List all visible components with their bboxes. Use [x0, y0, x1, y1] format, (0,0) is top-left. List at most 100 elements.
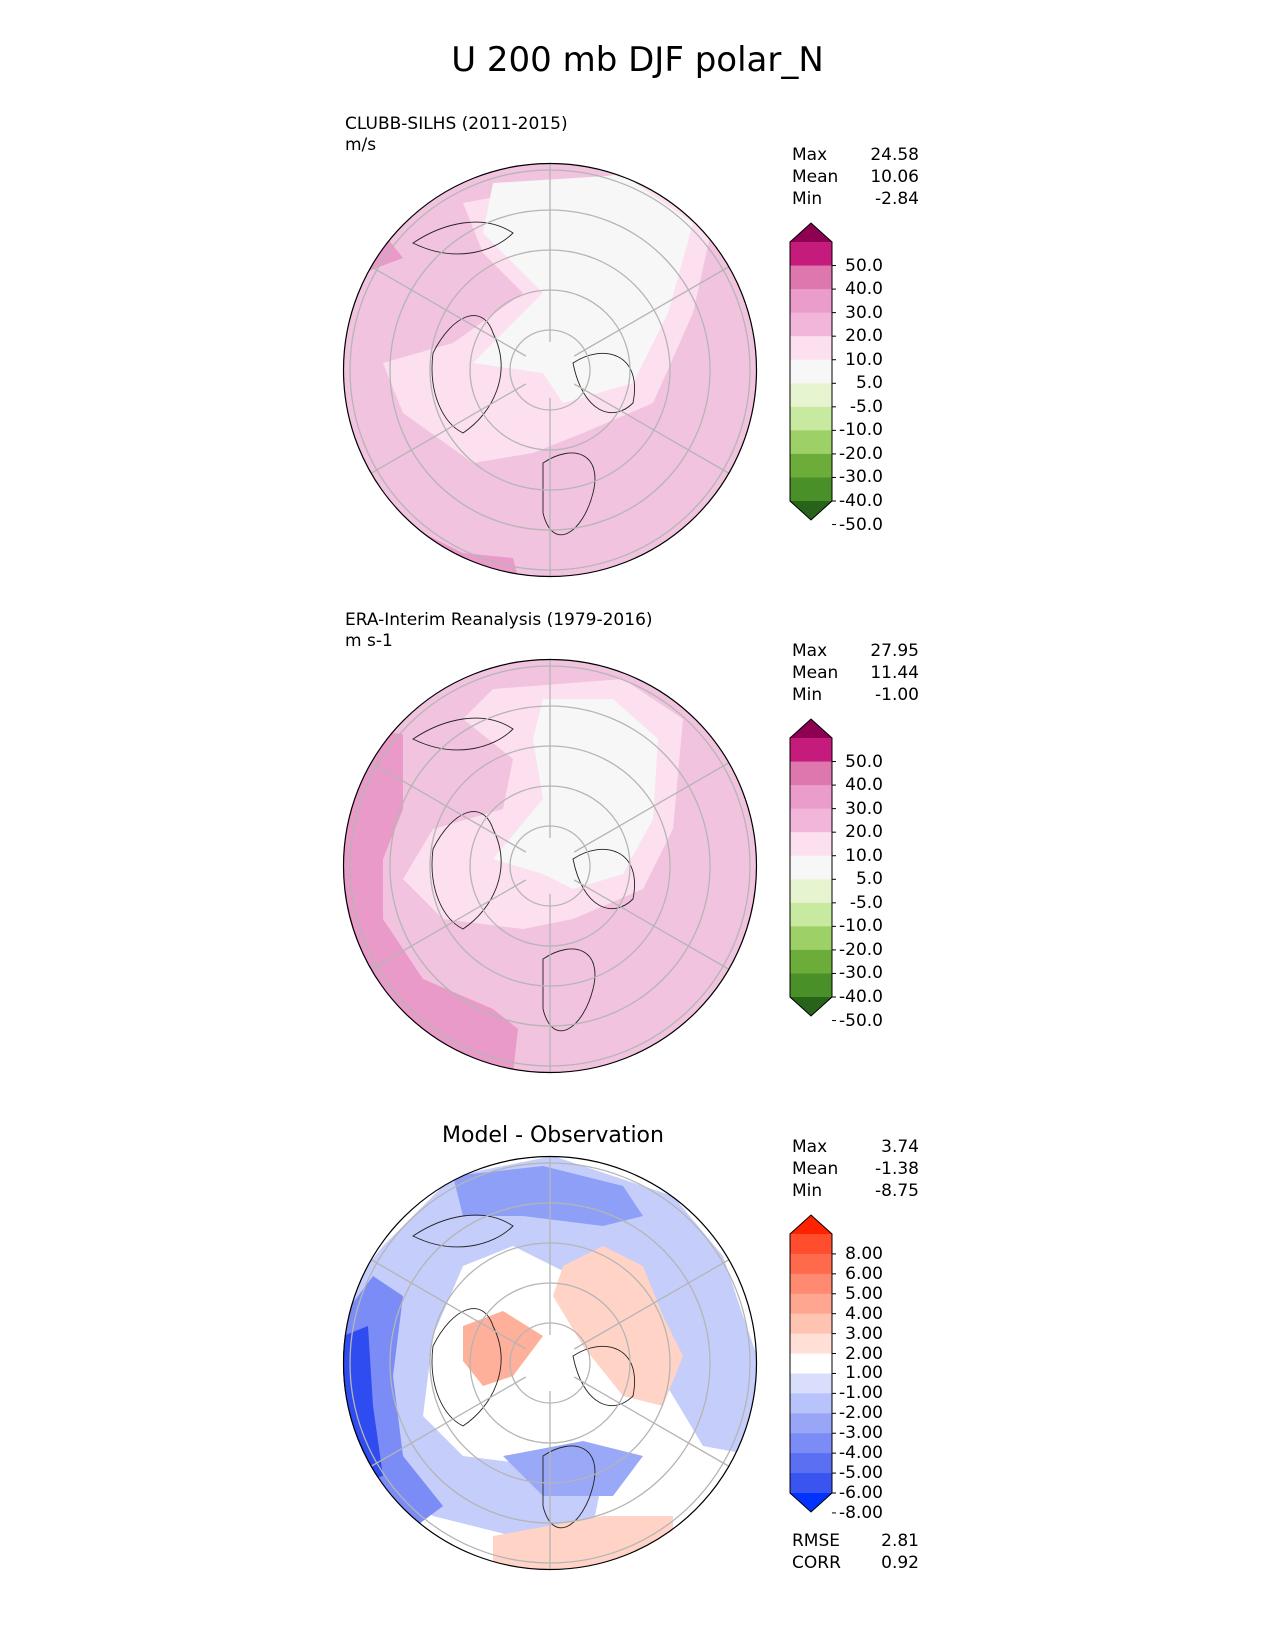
- stat-label: Mean: [792, 663, 839, 683]
- stat-value: 3.74: [881, 1137, 919, 1157]
- colorbar-extend-top: [790, 719, 832, 738]
- colorbar-tick-label: -8.00: [839, 1502, 883, 1523]
- stat-label: Min: [792, 1181, 823, 1201]
- colorbar-tick-label: -3.00: [839, 1423, 883, 1444]
- colorbar-tick-label: -6.00: [839, 1483, 883, 1503]
- panel-3-polar-map: [342, 1155, 758, 1571]
- colorbar-swatch: [790, 289, 832, 314]
- colorbar-swatch: [790, 242, 832, 267]
- stat-label: Min: [792, 685, 823, 705]
- stat-value: -1.38: [875, 1159, 919, 1179]
- colorbar-tick-label: -10.0: [839, 420, 883, 441]
- coastline: [412, 221, 635, 536]
- field-contour-0: [473, 175, 693, 403]
- panel-2-title: ERA-Interim Reanalysis (1979-2016) m s-1: [345, 610, 653, 652]
- colorbar-extend-bottom: [790, 997, 832, 1016]
- colorbar-swatch: [790, 832, 832, 857]
- colorbar-tick-label: -50.0: [839, 514, 883, 535]
- colorbar-tick-label: 20.0: [845, 822, 883, 843]
- stat-value: -1.00: [875, 685, 919, 705]
- colorbar-tick-label: -1.00: [839, 1383, 883, 1404]
- colorbar-tick-label: -10.0: [839, 916, 883, 937]
- colorbar-swatch: [790, 477, 832, 502]
- colorbar-swatch: [790, 785, 832, 810]
- colorbar-swatch: [790, 808, 832, 833]
- colorbar-tick-label: 5.00: [845, 1283, 883, 1304]
- map-boundary: [342, 658, 758, 1074]
- panel-2-stats: Max 27.95 Mean 11.44 Min -1.00: [792, 640, 919, 706]
- meridian-line: [573, 265, 730, 357]
- stat-value: -8.75: [875, 1181, 919, 1201]
- panel-3-colorbar: [789, 1214, 836, 1514]
- colorbar-swatch: [790, 973, 832, 998]
- colorbar-swatch: [790, 336, 832, 361]
- colorbar-tick-label: 2.00: [845, 1343, 883, 1364]
- meridian-line: [370, 761, 527, 853]
- colorbar-tick-label: -50.0: [839, 1010, 883, 1031]
- stat-label: Mean: [792, 167, 839, 187]
- stat-value: 10.06: [870, 167, 919, 187]
- colorbar-tick-label: -2.00: [839, 1403, 883, 1424]
- stat-value: -2.84: [875, 189, 919, 209]
- meridian-line: [370, 383, 527, 475]
- colorbar-swatch: [790, 406, 832, 431]
- colorbar-swatch: [790, 265, 832, 290]
- colorbar-tick-label: 20.0: [845, 326, 883, 347]
- stat-label: Max: [792, 145, 828, 165]
- colorbar-swatch: [790, 1333, 832, 1355]
- metric-label: RMSE: [792, 1531, 841, 1551]
- colorbar-swatch: [790, 761, 832, 786]
- metric-value: 2.81: [881, 1531, 919, 1551]
- colorbar-tick-label: -30.0: [839, 963, 883, 984]
- meridian-line: [573, 1258, 730, 1350]
- meridian-line: [573, 383, 730, 475]
- panel-1-colorbar-ticks: 50.0 40.0 30.0 20.0 10.0 5.0 -5.0 -10.0 -20.0 -30…: [831, 223, 891, 535]
- colorbar-swatch: [790, 1253, 832, 1275]
- colorbar-extend-bottom: [790, 501, 832, 520]
- colorbar-tick-label: -30.0: [839, 467, 883, 488]
- colorbar-tick-label: -5.0: [849, 396, 883, 417]
- meridian-line: [370, 879, 527, 971]
- panel-1-polar-map: [342, 162, 758, 578]
- colorbar-swatch: [790, 1453, 832, 1474]
- colorbar-tick-label: -5.00: [839, 1463, 883, 1484]
- colorbar-tick-label: 5.0: [855, 869, 883, 890]
- colorbar-extend-bottom: [790, 1493, 832, 1512]
- colorbar-swatch: [790, 430, 832, 455]
- colorbar-swatch: [790, 879, 832, 904]
- stat-label: Max: [792, 1137, 828, 1157]
- colorbar-swatch: [790, 1234, 832, 1255]
- meridian-line: [573, 1376, 730, 1468]
- coastline: [412, 1214, 635, 1529]
- colorbar-swatch: [790, 1393, 832, 1414]
- panel-1-stats: Max 24.58 Mean 10.06 Min -2.84: [792, 144, 919, 210]
- colorbar-swatch: [790, 1293, 832, 1315]
- colorbar-swatch: [790, 1353, 832, 1374]
- colorbar-tick-label: 8.00: [845, 1243, 883, 1264]
- panel-2-polar-map: [342, 658, 758, 1074]
- colorbar-tick-label: 50.0: [845, 255, 883, 276]
- map-boundary: [342, 1155, 758, 1571]
- colorbar-swatch: [790, 926, 832, 951]
- colorbar-extend-top: [790, 1215, 832, 1234]
- stat-value: 11.44: [870, 663, 919, 683]
- panel-3-metrics: RMSE 2.81 CORR 0.92: [792, 1530, 919, 1574]
- stat-value: 27.95: [870, 641, 919, 661]
- colorbar-tick-label: 4.00: [845, 1303, 883, 1324]
- colorbar-swatch: [790, 1373, 832, 1394]
- panel-3-colorbar-ticks: 8.00 6.00 5.00 4.00 3.00 2.00 1.00 -1.00 -2.00 -3…: [831, 1215, 891, 1523]
- figure-title: U 200 mb DJF polar_N: [451, 40, 824, 80]
- panel-1-model-name: CLUBB-SILHS (2011-2015): [345, 114, 568, 134]
- colorbar-tick-label: -20.0: [839, 939, 883, 960]
- colorbar-tick-label: 40.0: [845, 279, 883, 300]
- colorbar-tick-label: 10.0: [845, 349, 883, 370]
- colorbar-tick-label: 50.0: [845, 751, 883, 772]
- meridian-line: [370, 1376, 527, 1468]
- stat-label: Max: [792, 641, 828, 661]
- colorbar-extend-top: [790, 223, 832, 242]
- colorbar-swatch: [790, 383, 832, 408]
- panel-2-colorbar-ticks: 50.0 40.0 30.0 20.0 10.0 5.0 -5.0 -10.0 -20.0 -30…: [831, 719, 891, 1031]
- colorbar-swatch: [790, 453, 832, 478]
- colorbar-swatch: [790, 1273, 832, 1295]
- meridian-line: [573, 761, 730, 853]
